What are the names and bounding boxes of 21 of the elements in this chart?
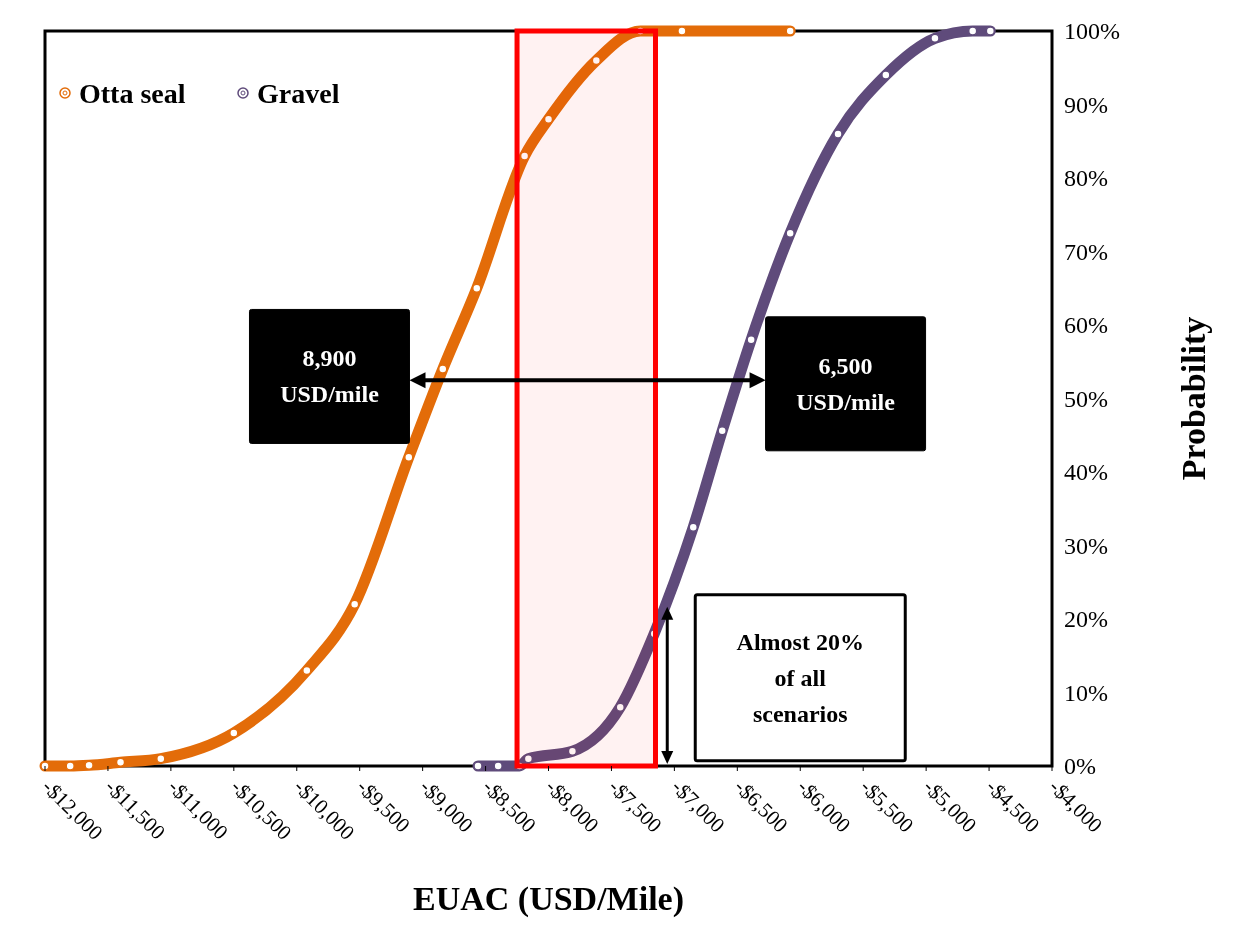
text-box: Almost 20% of all scenarios — [693, 593, 907, 763]
y-tick-label: 60% — [1064, 312, 1108, 338]
x-axis-title: EUAC (USD/Mile) — [412, 880, 685, 918]
y-tick-label: 10% — [1064, 679, 1108, 706]
legend-label: Gravel — [257, 78, 340, 109]
y-tick-label: 90% — [1064, 91, 1108, 118]
text-box: 8,900 USD/mile — [249, 308, 410, 444]
text-box: 6,500 USD/mile — [765, 316, 927, 452]
y-tick-label: 30% — [1064, 532, 1108, 559]
y-tick-label: 80% — [1064, 165, 1108, 191]
y-tick-label: 20% — [1064, 606, 1108, 632]
annotation: Almost 20% of all scenarios — [736, 628, 864, 727]
y-tick-label: 50% — [1064, 385, 1108, 412]
annotation: 8,900 USD/mile — [280, 345, 380, 408]
annotation: 6,500 USD/mile — [796, 352, 896, 415]
y-tick-label: 100% — [1064, 18, 1120, 44]
y-tick-label: 70% — [1064, 238, 1108, 265]
y-tick-label: 40% — [1064, 459, 1108, 485]
y-axis-title: Probability — [1175, 316, 1212, 481]
legend-label: Otta seal — [79, 78, 186, 109]
y-tick-label: 0% — [1064, 753, 1096, 779]
